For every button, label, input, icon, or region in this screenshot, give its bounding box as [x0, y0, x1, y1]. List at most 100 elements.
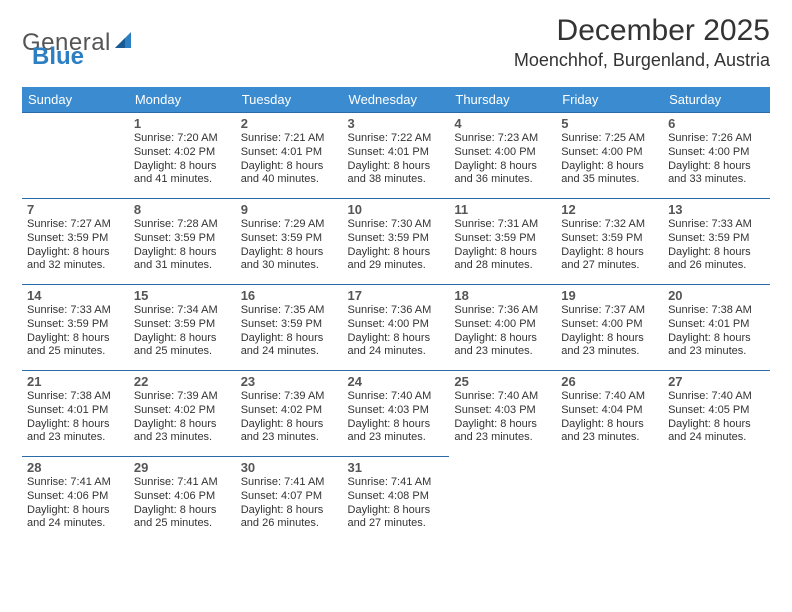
- daylight1-text: Daylight: 8 hours: [134, 160, 231, 174]
- sunset-text: Sunset: 4:01 PM: [27, 404, 124, 418]
- sunrise-text: Sunrise: 7:40 AM: [561, 390, 658, 404]
- daylight1-text: Daylight: 8 hours: [668, 160, 765, 174]
- sunrise-text: Sunrise: 7:36 AM: [454, 304, 551, 318]
- daylight2-text: and 23 minutes.: [348, 431, 445, 445]
- sunrise-text: Sunrise: 7:41 AM: [348, 476, 445, 490]
- daylight2-text: and 27 minutes.: [561, 259, 658, 273]
- sunset-text: Sunset: 4:05 PM: [668, 404, 765, 418]
- calendar-cell: 16Sunrise: 7:35 AMSunset: 3:59 PMDayligh…: [236, 285, 343, 371]
- sunset-text: Sunset: 4:02 PM: [134, 404, 231, 418]
- sunset-text: Sunset: 3:59 PM: [668, 232, 765, 246]
- sunset-text: Sunset: 3:59 PM: [348, 232, 445, 246]
- sunset-text: Sunset: 4:03 PM: [348, 404, 445, 418]
- daylight2-text: and 23 minutes.: [561, 345, 658, 359]
- daylight2-text: and 35 minutes.: [561, 173, 658, 187]
- sunrise-text: Sunrise: 7:41 AM: [241, 476, 338, 490]
- sunset-text: Sunset: 4:06 PM: [27, 490, 124, 504]
- daylight2-text: and 25 minutes.: [134, 517, 231, 531]
- calendar-cell: 10Sunrise: 7:30 AMSunset: 3:59 PMDayligh…: [343, 199, 450, 285]
- day-number: 9: [241, 202, 338, 217]
- sunrise-text: Sunrise: 7:33 AM: [668, 218, 765, 232]
- sunset-text: Sunset: 4:01 PM: [241, 146, 338, 160]
- daylight1-text: Daylight: 8 hours: [241, 332, 338, 346]
- day-number: 18: [454, 288, 551, 303]
- daylight2-text: and 23 minutes.: [668, 345, 765, 359]
- daylight2-text: and 23 minutes.: [454, 345, 551, 359]
- calendar-row: 21Sunrise: 7:38 AMSunset: 4:01 PMDayligh…: [22, 371, 770, 457]
- sunrise-text: Sunrise: 7:26 AM: [668, 132, 765, 146]
- daylight1-text: Daylight: 8 hours: [134, 504, 231, 518]
- weekday-header: Thursday: [449, 87, 556, 113]
- day-number: 8: [134, 202, 231, 217]
- day-number: 7: [27, 202, 124, 217]
- sunrise-text: Sunrise: 7:35 AM: [241, 304, 338, 318]
- weekday-header: Friday: [556, 87, 663, 113]
- sunset-text: Sunset: 4:03 PM: [454, 404, 551, 418]
- day-number: 23: [241, 374, 338, 389]
- daylight1-text: Daylight: 8 hours: [134, 332, 231, 346]
- calendar-body: 1Sunrise: 7:20 AMSunset: 4:02 PMDaylight…: [22, 113, 770, 543]
- sunrise-text: Sunrise: 7:27 AM: [27, 218, 124, 232]
- calendar-row: 28Sunrise: 7:41 AMSunset: 4:06 PMDayligh…: [22, 457, 770, 543]
- sunrise-text: Sunrise: 7:37 AM: [561, 304, 658, 318]
- calendar-row: 1Sunrise: 7:20 AMSunset: 4:02 PMDaylight…: [22, 113, 770, 199]
- sunset-text: Sunset: 3:59 PM: [27, 232, 124, 246]
- sunrise-text: Sunrise: 7:25 AM: [561, 132, 658, 146]
- daylight1-text: Daylight: 8 hours: [668, 332, 765, 346]
- day-number: 15: [134, 288, 231, 303]
- day-number: 24: [348, 374, 445, 389]
- sunrise-text: Sunrise: 7:38 AM: [27, 390, 124, 404]
- sunrise-text: Sunrise: 7:21 AM: [241, 132, 338, 146]
- sunrise-text: Sunrise: 7:30 AM: [348, 218, 445, 232]
- sunset-text: Sunset: 4:01 PM: [348, 146, 445, 160]
- calendar-cell: [449, 457, 556, 543]
- calendar-cell: [663, 457, 770, 543]
- title-block: December 2025 Moenchhof, Burgenland, Aus…: [514, 14, 770, 71]
- calendar-table: Sunday Monday Tuesday Wednesday Thursday…: [22, 87, 770, 543]
- location-subtitle: Moenchhof, Burgenland, Austria: [514, 50, 770, 71]
- page-header: General December 2025 Moenchhof, Burgenl…: [22, 14, 770, 71]
- calendar-cell: 30Sunrise: 7:41 AMSunset: 4:07 PMDayligh…: [236, 457, 343, 543]
- daylight1-text: Daylight: 8 hours: [454, 332, 551, 346]
- calendar-cell: 9Sunrise: 7:29 AMSunset: 3:59 PMDaylight…: [236, 199, 343, 285]
- calendar-cell: 8Sunrise: 7:28 AMSunset: 3:59 PMDaylight…: [129, 199, 236, 285]
- day-number: 12: [561, 202, 658, 217]
- sunset-text: Sunset: 4:04 PM: [561, 404, 658, 418]
- day-number: 13: [668, 202, 765, 217]
- daylight2-text: and 23 minutes.: [134, 431, 231, 445]
- calendar-cell: 7Sunrise: 7:27 AMSunset: 3:59 PMDaylight…: [22, 199, 129, 285]
- sunrise-text: Sunrise: 7:40 AM: [668, 390, 765, 404]
- daylight2-text: and 40 minutes.: [241, 173, 338, 187]
- weekday-header: Saturday: [663, 87, 770, 113]
- weekday-header: Tuesday: [236, 87, 343, 113]
- daylight2-text: and 24 minutes.: [668, 431, 765, 445]
- day-number: 4: [454, 116, 551, 131]
- calendar-cell: 1Sunrise: 7:20 AMSunset: 4:02 PMDaylight…: [129, 113, 236, 199]
- calendar-cell: 15Sunrise: 7:34 AMSunset: 3:59 PMDayligh…: [129, 285, 236, 371]
- calendar-cell: 17Sunrise: 7:36 AMSunset: 4:00 PMDayligh…: [343, 285, 450, 371]
- day-number: 26: [561, 374, 658, 389]
- sunrise-text: Sunrise: 7:28 AM: [134, 218, 231, 232]
- sunrise-text: Sunrise: 7:23 AM: [454, 132, 551, 146]
- sunset-text: Sunset: 3:59 PM: [561, 232, 658, 246]
- daylight1-text: Daylight: 8 hours: [668, 418, 765, 432]
- weekday-header-row: Sunday Monday Tuesday Wednesday Thursday…: [22, 87, 770, 113]
- day-number: 20: [668, 288, 765, 303]
- daylight1-text: Daylight: 8 hours: [561, 332, 658, 346]
- calendar-cell: 31Sunrise: 7:41 AMSunset: 4:08 PMDayligh…: [343, 457, 450, 543]
- day-number: 5: [561, 116, 658, 131]
- sunrise-text: Sunrise: 7:38 AM: [668, 304, 765, 318]
- day-number: 1: [134, 116, 231, 131]
- day-number: 19: [561, 288, 658, 303]
- daylight1-text: Daylight: 8 hours: [668, 246, 765, 260]
- day-number: 16: [241, 288, 338, 303]
- daylight1-text: Daylight: 8 hours: [561, 246, 658, 260]
- calendar-cell: 25Sunrise: 7:40 AMSunset: 4:03 PMDayligh…: [449, 371, 556, 457]
- calendar-cell: 19Sunrise: 7:37 AMSunset: 4:00 PMDayligh…: [556, 285, 663, 371]
- calendar-cell: 12Sunrise: 7:32 AMSunset: 3:59 PMDayligh…: [556, 199, 663, 285]
- calendar-cell: 13Sunrise: 7:33 AMSunset: 3:59 PMDayligh…: [663, 199, 770, 285]
- calendar-cell: 14Sunrise: 7:33 AMSunset: 3:59 PMDayligh…: [22, 285, 129, 371]
- sunrise-text: Sunrise: 7:31 AM: [454, 218, 551, 232]
- sunset-text: Sunset: 4:00 PM: [454, 318, 551, 332]
- calendar-cell: 20Sunrise: 7:38 AMSunset: 4:01 PMDayligh…: [663, 285, 770, 371]
